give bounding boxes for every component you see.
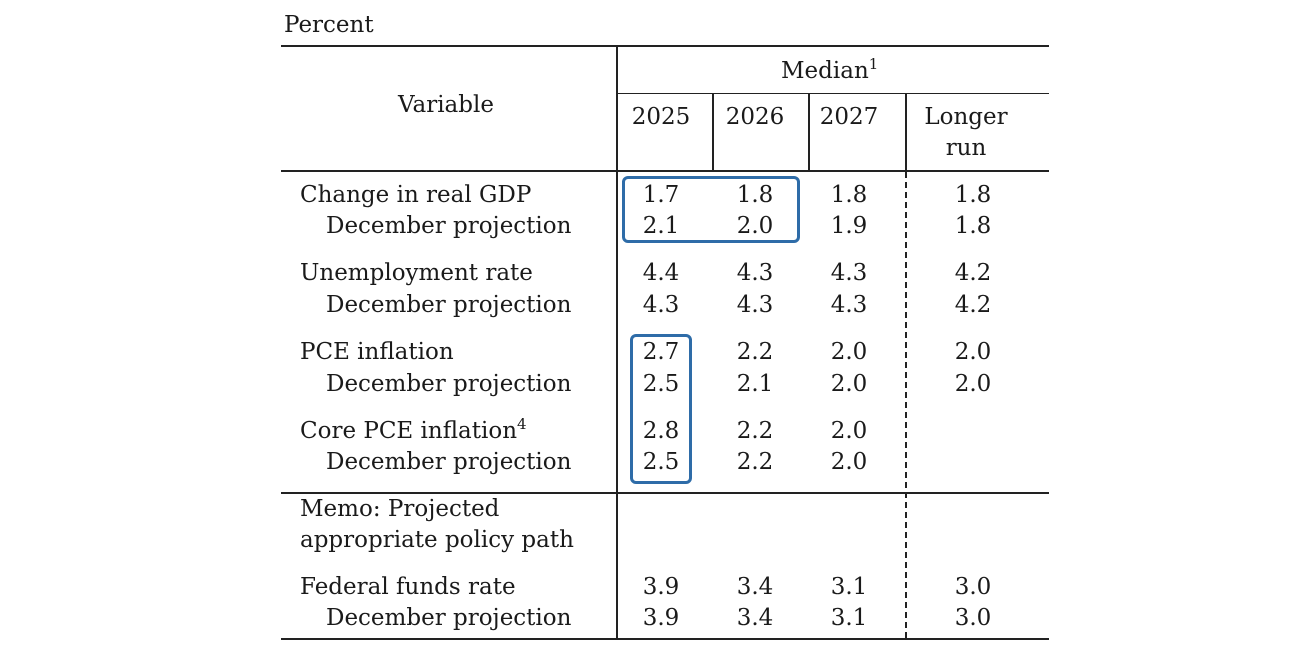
row-label-real-gdp: Change in real GDP (300, 182, 532, 208)
cell: 3.9 (642, 574, 680, 600)
col-header-longer-run-1: Longer (924, 104, 1008, 130)
cell: 2.7 (642, 339, 680, 365)
row-label-unemployment-december: December projection (326, 292, 572, 318)
row-label-unemployment: Unemployment rate (300, 260, 533, 286)
inflation-highlight-box (630, 334, 692, 484)
cell: 1.8 (830, 182, 868, 208)
longer-run-dashed-divider (905, 172, 907, 638)
top-rule (281, 45, 1049, 47)
cell: 4.4 (642, 260, 680, 286)
col-divider-2026 (808, 94, 810, 171)
cell: 1.7 (642, 182, 680, 208)
cell: 3.1 (830, 574, 868, 600)
row-label-core-pce-december: December projection (326, 449, 572, 475)
col-header-2025: 2025 (631, 104, 691, 130)
cell: 1.8 (954, 182, 992, 208)
header-rule (281, 170, 1049, 172)
col-header-longer-run-2: run (945, 135, 987, 161)
unit-label: Percent (284, 12, 374, 38)
row-label-pce-inflation: PCE inflation (300, 339, 454, 365)
cell: 4.2 (954, 260, 992, 286)
cell: 1.8 (736, 182, 774, 208)
cell: 2.8 (642, 418, 680, 444)
cell: 2.0 (830, 418, 868, 444)
cell: 3.0 (954, 605, 992, 631)
gdp-highlight-box (622, 176, 800, 243)
cell: 2.2 (736, 339, 774, 365)
cell: 3.0 (954, 574, 992, 600)
row-label-ffr-december: December projection (326, 605, 572, 631)
median-footnote-marker: 1 (868, 55, 879, 73)
median-rule (617, 93, 1049, 94)
cell: 2.1 (736, 371, 774, 397)
memo-line-1: Memo: Projected (300, 496, 500, 522)
cell: 3.9 (642, 605, 680, 631)
memo-rule (281, 492, 1049, 494)
col-divider-2025 (712, 94, 714, 171)
col-header-2027: 2027 (819, 104, 879, 130)
cell: 2.0 (954, 371, 992, 397)
cell: 4.3 (736, 292, 774, 318)
variable-column-divider (616, 45, 618, 640)
cell: 3.4 (736, 574, 774, 600)
row-label-pce-december: December projection (326, 371, 572, 397)
cell: 4.3 (642, 292, 680, 318)
cell: 2.0 (736, 213, 774, 239)
cell: 4.3 (830, 260, 868, 286)
cell: 4.3 (830, 292, 868, 318)
cell: 2.0 (954, 339, 992, 365)
median-header: Median1 (781, 55, 879, 85)
cell: 4.2 (954, 292, 992, 318)
bottom-rule (281, 638, 1049, 640)
variable-header: Variable (398, 92, 494, 118)
cell: 2.5 (642, 449, 680, 475)
cell: 3.4 (736, 605, 774, 631)
cell: 2.2 (736, 449, 774, 475)
col-header-2026: 2026 (725, 104, 785, 130)
row-label-federal-funds-rate: Federal funds rate (300, 574, 516, 600)
cell: 1.9 (830, 213, 868, 239)
row-label-gdp-december: December projection (326, 213, 572, 239)
cell: 2.0 (830, 339, 868, 365)
cell: 2.0 (830, 371, 868, 397)
cell: 4.3 (736, 260, 774, 286)
col-divider-2027 (905, 94, 907, 171)
core-pce-footnote-marker: 4 (517, 415, 527, 433)
cell: 2.5 (642, 371, 680, 397)
cell: 2.1 (642, 213, 680, 239)
cell: 2.0 (830, 449, 868, 475)
cell: 3.1 (830, 605, 868, 631)
memo-line-2: appropriate policy path (300, 527, 574, 553)
row-label-core-pce: Core PCE inflation4 (300, 415, 527, 445)
cell: 2.2 (736, 418, 774, 444)
cell: 1.8 (954, 213, 992, 239)
